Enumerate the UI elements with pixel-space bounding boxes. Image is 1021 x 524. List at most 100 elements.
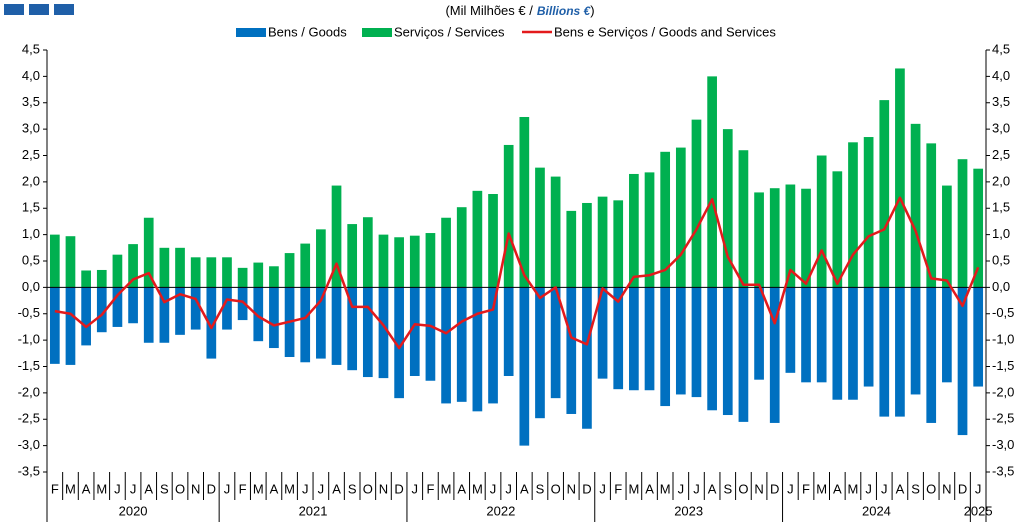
y2-tick-label: -1,0 bbox=[992, 332, 1014, 347]
x-tick-label: D bbox=[207, 481, 216, 496]
x-tick-label: M bbox=[65, 481, 76, 496]
bar bbox=[362, 217, 373, 288]
y-tick-label: -2,0 bbox=[18, 384, 40, 399]
y2-tick-label: -2,0 bbox=[992, 384, 1014, 399]
x-tick-label: M bbox=[848, 481, 859, 496]
bar bbox=[300, 243, 311, 288]
bar bbox=[378, 234, 389, 288]
x-tick-label: M bbox=[441, 481, 452, 496]
bar bbox=[456, 287, 467, 402]
x-tick-label: S bbox=[911, 481, 920, 496]
bar bbox=[895, 68, 905, 288]
x-tick-label: M bbox=[253, 481, 264, 496]
x-tick-label: A bbox=[645, 481, 654, 496]
bar bbox=[738, 150, 749, 288]
bar bbox=[832, 171, 843, 288]
bar bbox=[942, 287, 952, 383]
x-tick-label: N bbox=[754, 481, 763, 496]
bar bbox=[707, 287, 717, 411]
x-tick-label: S bbox=[348, 481, 357, 496]
x-tick-label: M bbox=[284, 481, 295, 496]
bar bbox=[910, 287, 921, 395]
bar bbox=[206, 257, 217, 288]
bar bbox=[159, 287, 170, 343]
bar bbox=[910, 123, 921, 288]
x-tick-label: O bbox=[738, 481, 748, 496]
x-tick-label: M bbox=[96, 481, 107, 496]
y2-tick-label: -3,0 bbox=[992, 437, 1014, 452]
bar bbox=[222, 257, 232, 288]
bar bbox=[409, 235, 420, 288]
year-label: 2025 bbox=[964, 503, 993, 518]
bar bbox=[582, 287, 592, 429]
bar bbox=[269, 287, 279, 349]
bar bbox=[190, 287, 201, 330]
y2-tick-label: -0,5 bbox=[992, 305, 1014, 320]
bar bbox=[347, 224, 358, 288]
bar bbox=[441, 287, 451, 404]
bar bbox=[879, 100, 890, 288]
bar bbox=[629, 287, 639, 391]
y2-tick-label: 1,5 bbox=[992, 200, 1010, 215]
title-end: ) bbox=[590, 3, 594, 18]
y-tick-label: 2,5 bbox=[22, 147, 40, 162]
x-tick-label: A bbox=[708, 481, 717, 496]
y2-tick-label: 0,0 bbox=[992, 279, 1010, 294]
bar bbox=[769, 188, 780, 288]
bar bbox=[644, 172, 655, 288]
x-tick-label: J bbox=[318, 481, 325, 496]
bar bbox=[675, 287, 686, 395]
bar bbox=[722, 287, 733, 416]
y-tick-label: 0,5 bbox=[22, 252, 40, 267]
bar bbox=[503, 287, 514, 376]
bar bbox=[738, 287, 749, 422]
line bbox=[54, 196, 980, 350]
bar bbox=[222, 287, 232, 330]
logo-block bbox=[4, 4, 24, 15]
y-tick-label: 4,0 bbox=[22, 68, 40, 83]
x-tick-label: O bbox=[363, 481, 373, 496]
logo-block bbox=[54, 4, 74, 15]
bar bbox=[660, 151, 671, 288]
bar bbox=[785, 184, 796, 288]
bar bbox=[96, 269, 107, 288]
bar bbox=[65, 287, 76, 365]
y-tick-label: -3,5 bbox=[18, 463, 40, 478]
y-tick-label: -0,5 bbox=[18, 305, 40, 320]
y-tick-label: -2,5 bbox=[18, 411, 40, 426]
bar bbox=[394, 237, 404, 288]
bar bbox=[582, 202, 592, 288]
bar bbox=[816, 287, 827, 383]
x-tick-label: A bbox=[520, 481, 529, 496]
x-tick-label: J bbox=[787, 481, 794, 496]
bar bbox=[331, 287, 342, 365]
x-tick-label: F bbox=[802, 481, 810, 496]
x-tick-label: J bbox=[505, 481, 512, 496]
bar bbox=[707, 76, 717, 288]
x-tick-label: D bbox=[582, 481, 591, 496]
bar bbox=[441, 217, 451, 288]
bar bbox=[65, 236, 76, 288]
x-tick-label: J bbox=[881, 481, 888, 496]
bar bbox=[550, 287, 561, 399]
bar bbox=[253, 287, 264, 342]
x-tick-label: N bbox=[567, 481, 576, 496]
x-tick-label: A bbox=[332, 481, 341, 496]
bar bbox=[190, 257, 201, 288]
bar bbox=[175, 247, 185, 288]
bar bbox=[49, 234, 60, 288]
x-tick-label: A bbox=[457, 481, 466, 496]
x-tick-label: F bbox=[426, 481, 434, 496]
bar bbox=[472, 190, 483, 288]
bar bbox=[269, 266, 279, 288]
bar bbox=[143, 287, 154, 343]
y-tick-label: 3,5 bbox=[22, 94, 40, 109]
y2-tick-label: 3,0 bbox=[992, 121, 1010, 136]
bar bbox=[754, 287, 764, 380]
bar bbox=[848, 142, 858, 288]
x-tick-label: J bbox=[975, 481, 982, 496]
bar bbox=[128, 287, 138, 324]
legend-label: Serviços / Services bbox=[394, 24, 505, 39]
bar bbox=[159, 247, 170, 288]
x-tick-label: F bbox=[239, 481, 247, 496]
